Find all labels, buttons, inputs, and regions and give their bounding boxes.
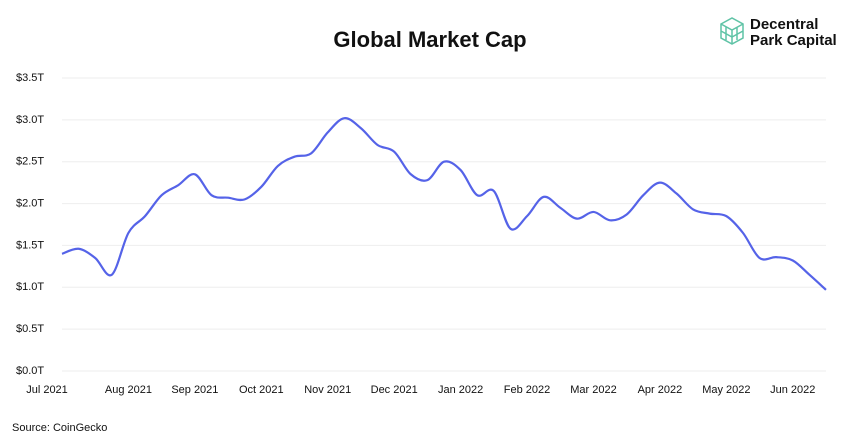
x-tick-label: Jan 2022 [438, 384, 483, 396]
chart-title: Global Market Cap [333, 27, 526, 52]
x-tick-label: Jul 2021 [26, 384, 68, 396]
x-tick-label: Oct 2021 [239, 384, 284, 396]
x-tick-label: Feb 2022 [504, 384, 550, 396]
y-tick-label: $2.0T [16, 197, 44, 209]
source-note: Source: CoinGecko [12, 422, 107, 434]
y-tick-label: $3.0T [16, 114, 44, 126]
brand-line: Park Capital [750, 32, 837, 49]
y-tick-label: $2.5T [16, 156, 44, 168]
y-tick-label: $1.5T [16, 239, 44, 251]
x-tick-label: Sep 2021 [171, 384, 218, 396]
x-tick-label: Nov 2021 [304, 384, 351, 396]
x-tick-label: May 2022 [702, 384, 750, 396]
logo: Decentral Park Capital [720, 16, 837, 49]
x-tick-label: Mar 2022 [570, 384, 616, 396]
line-series [61, 117, 827, 291]
x-tick-label: Jun 2022 [770, 384, 815, 396]
brand-line: Decentral [750, 16, 818, 33]
x-tick-label: Apr 2022 [638, 384, 683, 396]
x-tick-label: Aug 2021 [105, 384, 152, 396]
y-tick-label: $1.0T [16, 281, 44, 293]
logo-icon [720, 17, 744, 45]
y-tick-label: $3.5T [16, 72, 44, 84]
y-tick-label: $0.0T [16, 365, 44, 377]
y-tick-label: $0.5T [16, 323, 44, 335]
x-tick-label: Dec 2021 [371, 384, 418, 396]
